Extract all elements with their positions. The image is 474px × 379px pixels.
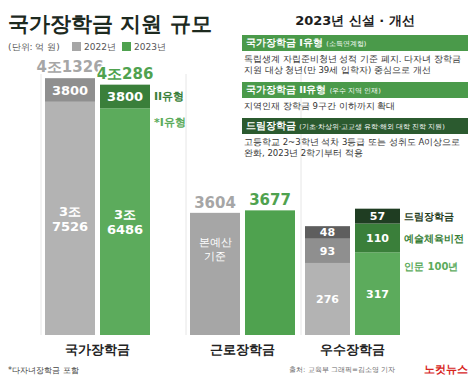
text-line: 3조 (59, 204, 81, 219)
bar-segment (45, 78, 95, 102)
heading-text: 국가장학금 II유형 (246, 84, 330, 95)
panel-text: 고등학교 2~3학년 석차 3등급 또는 성취도 A이상으로 완화, 2023년… (244, 137, 466, 159)
panel: 2023년 신설 · 개선국가장학금 I유형 (소득연계형) 독립생계 자립준비청… (242, 12, 468, 165)
page: chart html, body { margin: 0; padding: 0… (0, 0, 474, 379)
legend-label: 2023년 (134, 42, 166, 52)
group-label: 우수장학금 (320, 342, 385, 357)
total-label: 4조1326 (36, 58, 103, 76)
bar-segment (100, 85, 150, 109)
bar (245, 210, 295, 335)
data-label: 93 (320, 245, 335, 258)
heading-text: 국가장학금 I유형 (246, 37, 326, 48)
body: {"chart_data": [ {"type": "bar", "stacke… (0, 0, 474, 379)
title: 국가장학금 지원 규모 (8, 12, 212, 36)
marks (305, 209, 400, 335)
range-axis (41, 74, 42, 335)
logo: 노컷뉴스 (424, 363, 468, 376)
labels: 276 93 48 317 인문 100년 110 예술체육비전 57 드림장학금 (316, 210, 464, 306)
data-label: 57 (370, 210, 385, 223)
legend-swatch (122, 42, 131, 51)
subtitle: (단위: 억 원) (8, 42, 60, 52)
bar-segment (355, 209, 400, 224)
bar-segment (305, 239, 350, 263)
legend-swatch (72, 42, 81, 51)
marks (45, 78, 150, 335)
bar-segment (355, 252, 400, 335)
heading-tag: (소득연계형) (326, 40, 366, 48)
total-label: 4조286 (97, 65, 154, 83)
panel-heading: 국가장학금 II유형 (우수 지역 인재) (242, 82, 468, 98)
text-line: 7526 (52, 219, 88, 234)
annotation: 본예산기준 (199, 236, 232, 263)
text-line: 6486 (107, 222, 143, 237)
bar (190, 213, 240, 335)
labels: 3조752638003조6486*I유형3800II유형4조13264조286 (36, 58, 185, 237)
series-name: 드림장학금 (404, 211, 454, 222)
bar-segment (305, 263, 350, 335)
range-axis (186, 74, 187, 335)
heading-text: 드림장학금 (246, 120, 299, 131)
data-label: 276 (316, 293, 339, 306)
data-label: 3조7526 (52, 204, 88, 234)
text-line: 3조 (114, 207, 136, 222)
marks (190, 210, 295, 335)
data-label: 3800 (52, 83, 88, 98)
series-name: 인문 100년 (404, 261, 458, 272)
legend-label: 2022년 (84, 42, 116, 52)
bar-segment (305, 226, 350, 239)
source: 출처: 교육부 그래픽=김소영 기자 (289, 366, 395, 374)
labels: 3604 3677 본예산기준 (194, 191, 291, 262)
bar-segment (45, 102, 95, 335)
data-label: 110 (366, 232, 389, 245)
text-line: 기준 (204, 250, 226, 263)
range-axis (301, 74, 302, 335)
panel-heading: 국가장학금 I유형 (소득연계형) (242, 35, 468, 51)
heading-tag: (우수 지역 인재) (330, 87, 381, 95)
data-label: 48 (320, 226, 335, 239)
panel-text: 독립생계 자립준비청년 성적 기준 폐지. 다자녀 장학금 지원 대상 청년(만… (244, 54, 466, 76)
series-name: 예술체육비전 (404, 233, 464, 244)
panel-heading: 드림장학금 (기초·차상위·고교생 유학·해외 대학 진학 지원) (242, 118, 468, 134)
data-label: 317 (366, 288, 389, 301)
group-label: 근로장학금 (210, 342, 275, 357)
panel-title: 2023년 신설 · 개선 (242, 12, 468, 30)
bar-segment (100, 108, 150, 335)
text-line: 본예산 (199, 236, 232, 249)
group-label: 국가장학금 (65, 342, 130, 357)
data-label: 3604 (194, 194, 236, 212)
footnote: *다자녀장학금 포함 (8, 366, 79, 375)
panel-text: 지역인재 장학금 9구간 이하까지 확대 (244, 101, 466, 112)
series-name: *I유형 (154, 116, 186, 129)
data-label: 3677 (249, 191, 291, 209)
bar-segment (355, 224, 400, 253)
data-label: 3조6486 (107, 207, 143, 237)
heading-tag: (기초·차상위·고교생 유학·해외 대학 진학 지원) (299, 123, 445, 131)
series-name: II유형 (154, 90, 184, 103)
data-label: 3800 (107, 89, 143, 104)
